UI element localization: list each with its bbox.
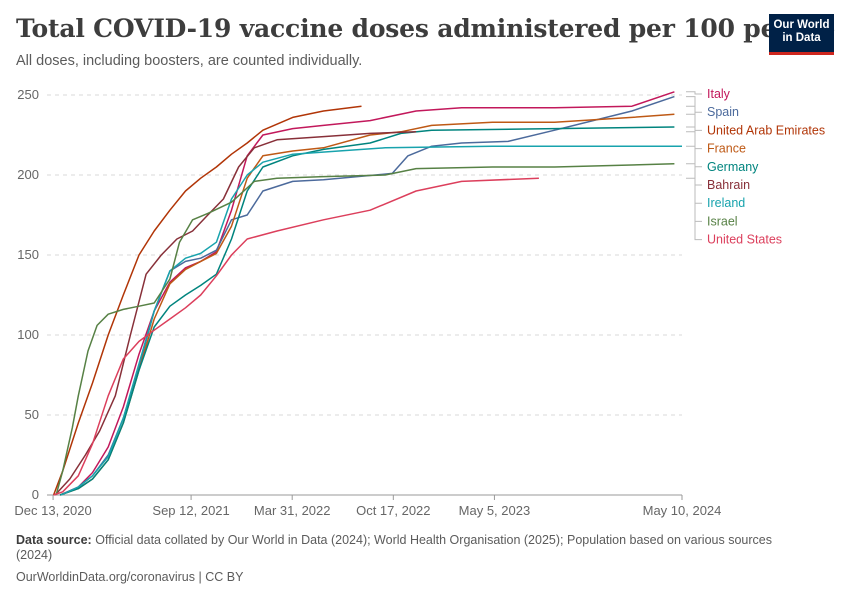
legend-label-italy: Italy [707,87,731,101]
series-line-bahrain [54,131,417,496]
credit-line[interactable]: OurWorldinData.org/coronavirus | CC BY [16,570,244,584]
legend-connector-germany [686,126,702,168]
legend-label-spain: Spain [707,105,739,119]
series-line-united-states [53,177,539,496]
x-tick-label-0: Dec 13, 2020 [14,503,91,518]
series-line-ireland [60,145,682,496]
grid-lines [47,94,682,416]
legend-connector-israel [686,163,702,222]
series-line-france [59,113,675,496]
y-tick-label-50: 50 [25,407,39,422]
y-tick-label-0: 0 [32,487,39,502]
x-tick-label-3: Oct 17, 2022 [356,503,430,518]
y-tick-label-200: 200 [17,167,39,182]
legend-connector-ireland [686,145,702,204]
legend-label-israel: Israel [707,214,738,228]
legend-label-germany: Germany [707,160,759,174]
x-axis: Dec 13, 2020 Sep 12, 2021 Mar 31, 2022 Oct … [14,494,722,518]
y-tick-label-250: 250 [17,87,39,102]
logo-line-1: Our World [773,19,830,31]
source-label: Data source: [16,533,92,547]
legend-connector-bahrain [686,131,702,186]
x-tick-label-4: May 5, 2023 [459,503,531,518]
legend-connector-italy [686,91,702,95]
legend-label-bahrain: Bahrain [707,178,750,192]
legend-label-ireland: Ireland [707,196,745,210]
chart-subtitle: All doses, including boosters, are count… [16,53,363,69]
logo-accent-bar [769,52,834,55]
logo-line-2: in Data [782,32,821,44]
owid-logo[interactable]: Our World in Data [769,14,834,55]
x-tick-label-1: Sep 12, 2021 [152,503,229,518]
y-tick-label-150: 150 [17,247,39,262]
y-axis: 0 50 100 150 200 250 [17,87,39,502]
legend-label-united-arab-emirates: United Arab Emirates [707,123,825,137]
legend-label-france: France [707,142,746,156]
series-lines [52,91,682,496]
series-line-germany [59,126,675,496]
legend-label-united-states: United States [707,233,782,247]
series-line-united-arab-emirates [52,105,362,496]
series-line-italy [59,91,675,496]
legend-connector-spain [686,96,702,113]
series-line-israel [55,163,675,496]
source-text: Official data collated by Our World in D… [16,533,772,562]
x-tick-label-5: May 10, 2024 [643,503,722,518]
legend: Italy Spain United Arab Emirates France Germ… [686,87,825,247]
x-tick-label-2: Mar 31, 2022 [254,503,331,518]
y-tick-label-100: 100 [17,327,39,342]
legend-connector-united-states [686,177,702,241]
source-note: Data source: Official data collated by O… [16,533,806,563]
series-line-spain [59,95,675,496]
line-chart: 0 50 100 150 200 250 Dec 13, 2020 Sep 12, 2021… [14,87,825,518]
chart-title: Total COVID-19 vaccine doses administere… [16,14,836,43]
